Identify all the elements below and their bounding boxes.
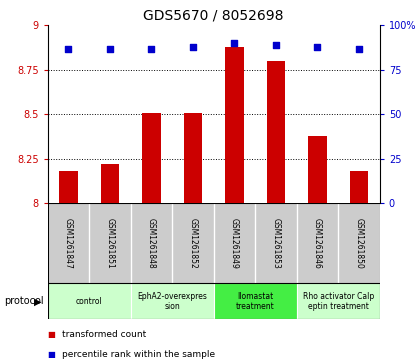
Text: GSM1261846: GSM1261846 <box>313 218 322 269</box>
Point <box>148 46 155 52</box>
Title: GDS5670 / 8052698: GDS5670 / 8052698 <box>144 9 284 23</box>
Bar <box>308 136 327 203</box>
Bar <box>184 113 203 203</box>
Bar <box>297 283 380 319</box>
Bar <box>101 164 120 203</box>
Text: GSM1261847: GSM1261847 <box>64 218 73 269</box>
Text: EphA2-overexpres
sion: EphA2-overexpres sion <box>137 291 207 311</box>
Text: GSM1261849: GSM1261849 <box>230 218 239 269</box>
Text: percentile rank within the sample: percentile rank within the sample <box>62 350 215 359</box>
Point <box>314 44 321 50</box>
Text: GSM1261848: GSM1261848 <box>147 218 156 269</box>
Point <box>356 46 362 52</box>
Text: Rho activator Calp
eptin treatment: Rho activator Calp eptin treatment <box>303 291 374 311</box>
Text: ■: ■ <box>48 330 56 339</box>
Text: transformed count: transformed count <box>62 330 146 339</box>
Text: Ilomastat
treatment: Ilomastat treatment <box>236 291 275 311</box>
Point <box>273 42 279 48</box>
Text: protocol: protocol <box>4 296 44 306</box>
Text: GSM1261850: GSM1261850 <box>354 218 364 269</box>
Bar <box>350 171 369 203</box>
Point <box>190 44 196 50</box>
Text: GSM1261853: GSM1261853 <box>271 218 281 269</box>
Bar <box>59 171 78 203</box>
Point <box>107 46 113 52</box>
Bar <box>48 283 131 319</box>
Bar <box>142 113 161 203</box>
Bar <box>131 283 214 319</box>
Text: GSM1261852: GSM1261852 <box>188 218 198 269</box>
Bar <box>225 47 244 203</box>
Bar <box>214 283 297 319</box>
Point <box>231 40 238 46</box>
Bar <box>267 61 286 203</box>
Text: ▶: ▶ <box>34 296 42 306</box>
Text: ■: ■ <box>48 350 56 359</box>
Text: GSM1261851: GSM1261851 <box>105 218 115 269</box>
Text: control: control <box>76 297 103 306</box>
Point <box>65 46 72 52</box>
